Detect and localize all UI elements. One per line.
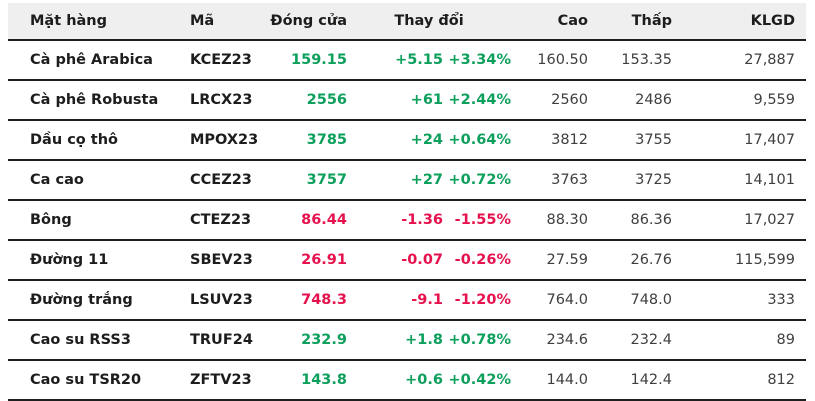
table-row: Cà phê Arabica KCEZ23 159.15 +5.15 +3.34… <box>8 40 806 81</box>
change-value: +61 <box>347 80 443 121</box>
commodity-code: LRCX23 <box>168 80 260 121</box>
table-row: Bông CTEZ23 86.44 -1.36 -1.55% 88.30 86.… <box>8 200 806 241</box>
header-volume: KLGD <box>672 3 806 41</box>
change-value: +27 <box>347 160 443 201</box>
close-price: 86.44 <box>260 200 347 241</box>
change-value: +1.8 <box>347 320 443 361</box>
close-price: 159.15 <box>260 40 347 81</box>
table-body: Cà phê Arabica KCEZ23 159.15 +5.15 +3.34… <box>8 40 806 401</box>
high-price: 88.30 <box>511 200 588 241</box>
commodity-code: CTEZ23 <box>168 200 260 241</box>
change-value: -1.36 <box>347 200 443 241</box>
change-percent: +0.78% <box>443 320 511 361</box>
table-row: Ca cao CCEZ23 3757 +27 +0.72% 3763 3725 … <box>8 160 806 201</box>
header-row: Mặt hàng Mã Đóng cửa Thay đổi Cao Thấp K… <box>8 3 806 41</box>
close-price: 143.8 <box>260 360 347 401</box>
volume: 17,027 <box>672 200 806 241</box>
commodity-name: Cao su TSR20 <box>8 360 168 401</box>
commodity-name: Dầu cọ thô <box>8 120 168 161</box>
table-row: Dầu cọ thô MPOX23 3785 +24 +0.64% 3812 3… <box>8 120 806 161</box>
change-percent: -1.55% <box>443 200 511 241</box>
change-percent: +0.42% <box>443 360 511 401</box>
volume: 812 <box>672 360 806 401</box>
commodity-code: CCEZ23 <box>168 160 260 201</box>
low-price: 26.76 <box>588 240 672 281</box>
commodity-price-table-wrap: Mặt hàng Mã Đóng cửa Thay đổi Cao Thấp K… <box>8 3 806 401</box>
low-price: 748.0 <box>588 280 672 321</box>
change-percent: +2.44% <box>443 80 511 121</box>
change-percent: +0.64% <box>443 120 511 161</box>
header-close: Đóng cửa <box>260 3 347 41</box>
close-price: 748.3 <box>260 280 347 321</box>
volume: 9,559 <box>672 80 806 121</box>
header-code: Mã <box>168 3 260 41</box>
close-price: 26.91 <box>260 240 347 281</box>
change-value: -9.1 <box>347 280 443 321</box>
high-price: 144.0 <box>511 360 588 401</box>
commodity-name: Cao su RSS3 <box>8 320 168 361</box>
change-value: +5.15 <box>347 40 443 81</box>
commodity-name: Cà phê Arabica <box>8 40 168 81</box>
high-price: 764.0 <box>511 280 588 321</box>
high-price: 234.6 <box>511 320 588 361</box>
commodity-name: Đường trắng <box>8 280 168 321</box>
commodity-name: Đường 11 <box>8 240 168 281</box>
change-percent: +3.34% <box>443 40 511 81</box>
low-price: 142.4 <box>588 360 672 401</box>
high-price: 3763 <box>511 160 588 201</box>
low-price: 86.36 <box>588 200 672 241</box>
commodity-code: TRUF24 <box>168 320 260 361</box>
low-price: 153.35 <box>588 40 672 81</box>
table-header: Mặt hàng Mã Đóng cửa Thay đổi Cao Thấp K… <box>8 3 806 41</box>
change-value: +0.6 <box>347 360 443 401</box>
volume: 333 <box>672 280 806 321</box>
commodity-code: LSUV23 <box>168 280 260 321</box>
commodity-code: ZFTV23 <box>168 360 260 401</box>
change-percent: -1.20% <box>443 280 511 321</box>
volume: 115,599 <box>672 240 806 281</box>
high-price: 160.50 <box>511 40 588 81</box>
table-row: Đường 11 SBEV23 26.91 -0.07 -0.26% 27.59… <box>8 240 806 281</box>
close-price: 2556 <box>260 80 347 121</box>
header-low: Thấp <box>588 3 672 41</box>
low-price: 232.4 <box>588 320 672 361</box>
table-row: Cao su TSR20 ZFTV23 143.8 +0.6 +0.42% 14… <box>8 360 806 401</box>
low-price: 3755 <box>588 120 672 161</box>
table-row: Cà phê Robusta LRCX23 2556 +61 +2.44% 25… <box>8 80 806 121</box>
volume: 17,407 <box>672 120 806 161</box>
header-change: Thay đổi <box>347 3 511 41</box>
commodity-name: Ca cao <box>8 160 168 201</box>
table-row: Cao su RSS3 TRUF24 232.9 +1.8 +0.78% 234… <box>8 320 806 361</box>
change-percent: -0.26% <box>443 240 511 281</box>
high-price: 2560 <box>511 80 588 121</box>
header-commodity: Mặt hàng <box>8 3 168 41</box>
change-percent: +0.72% <box>443 160 511 201</box>
close-price: 3757 <box>260 160 347 201</box>
commodity-name: Cà phê Robusta <box>8 80 168 121</box>
volume: 14,101 <box>672 160 806 201</box>
volume: 27,887 <box>672 40 806 81</box>
change-value: +24 <box>347 120 443 161</box>
close-price: 232.9 <box>260 320 347 361</box>
high-price: 27.59 <box>511 240 588 281</box>
close-price: 3785 <box>260 120 347 161</box>
commodity-code: KCEZ23 <box>168 40 260 81</box>
commodity-name: Bông <box>8 200 168 241</box>
table-row: Đường trắng LSUV23 748.3 -9.1 -1.20% 764… <box>8 280 806 321</box>
commodity-price-table: Mặt hàng Mã Đóng cửa Thay đổi Cao Thấp K… <box>8 3 806 401</box>
change-value: -0.07 <box>347 240 443 281</box>
high-price: 3812 <box>511 120 588 161</box>
commodity-code: MPOX23 <box>168 120 260 161</box>
header-high: Cao <box>511 3 588 41</box>
low-price: 3725 <box>588 160 672 201</box>
low-price: 2486 <box>588 80 672 121</box>
commodity-code: SBEV23 <box>168 240 260 281</box>
volume: 89 <box>672 320 806 361</box>
